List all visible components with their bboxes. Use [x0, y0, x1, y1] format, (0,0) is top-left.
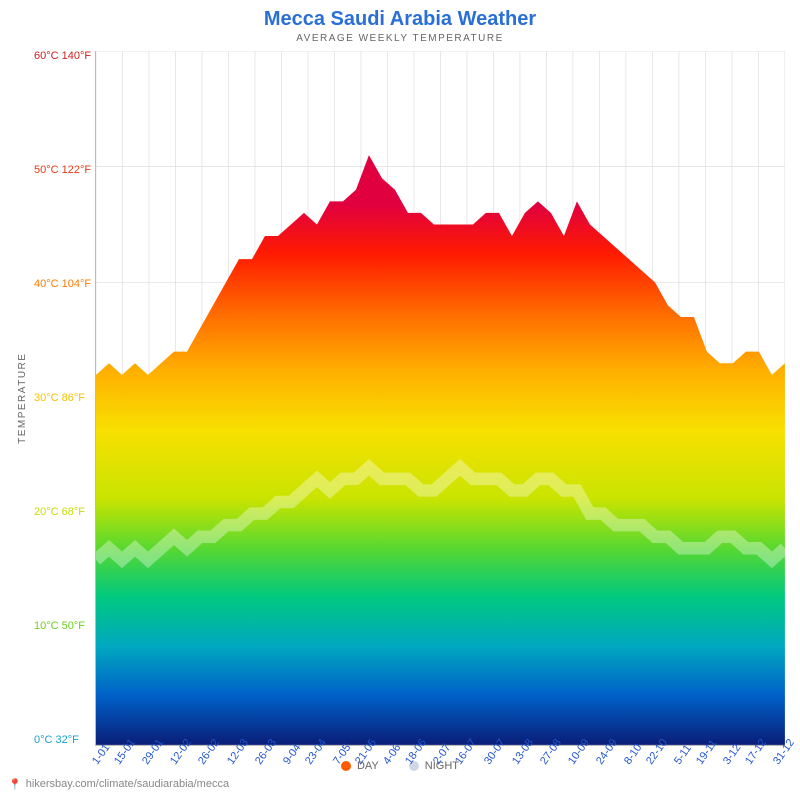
page-subtitle: AVERAGE WEEKLY TEMPERATURE: [0, 33, 800, 44]
y-axis-label: TEMPERATURE: [15, 51, 30, 746]
footer: 📍 hikersbay.com/climate/saudiarabia/mecc…: [0, 776, 800, 795]
y-tick: 10°C 50°F: [34, 621, 91, 632]
y-tick: 40°C 104°F: [34, 279, 91, 290]
x-axis: 1-0115-0129-0112-0226-0212-0326-039-0423…: [90, 746, 785, 758]
y-tick: 0°C 32°F: [34, 735, 91, 746]
y-tick: 20°C 68°F: [34, 507, 91, 518]
y-tick: 30°C 86°F: [34, 393, 91, 404]
page-title: Mecca Saudi Arabia Weather: [0, 8, 800, 31]
y-tick: 60°C 140°F: [34, 51, 91, 62]
chart-plot-area: [95, 51, 785, 746]
footer-url: hikersbay.com/climate/saudiarabia/mecca: [26, 778, 229, 790]
y-axis: 60°C 140°F 50°C 122°F 40°C 104°F 30°C 86°F 2…: [30, 51, 95, 746]
day-area: [96, 155, 785, 745]
pin-icon: 📍: [8, 778, 22, 791]
y-tick: 50°C 122°F: [34, 165, 91, 176]
